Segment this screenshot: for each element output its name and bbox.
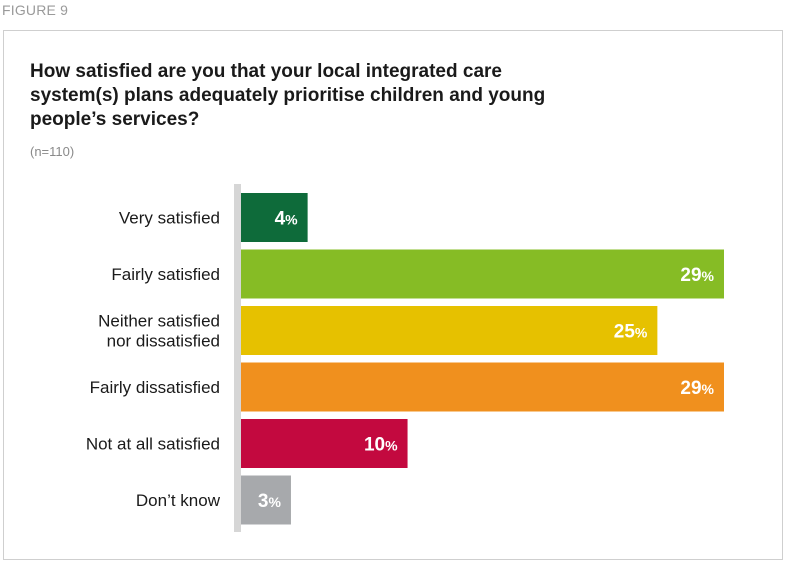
bar-0 (241, 193, 308, 242)
axis-baseline (234, 184, 241, 532)
value-label: 4% (275, 209, 299, 230)
bar-5 (241, 475, 291, 525)
value-label: 3% (258, 491, 282, 512)
category-label: Not at all satisfied (86, 435, 220, 454)
bar-3 (241, 362, 724, 412)
chart-subtitle: (n=110) (30, 144, 75, 159)
value-label: 29% (680, 378, 714, 399)
category-label: Don’t know (136, 491, 221, 510)
value-label: 29% (680, 265, 714, 286)
category-label: Fairly dissatisfied (90, 378, 220, 397)
category-label: Neither satisfied nor dissatisfied (98, 312, 220, 351)
bar-2 (241, 306, 658, 355)
value-label: 10% (364, 435, 398, 456)
category-label: Fairly satisfied (111, 265, 220, 284)
figure-label: FIGURE 9 (2, 2, 69, 18)
value-label: 25% (614, 322, 648, 343)
bar-1 (241, 249, 724, 299)
bar-4 (241, 419, 408, 468)
category-label: Very satisfied (119, 209, 220, 228)
chart-title: How satisfied are you that your local in… (30, 61, 546, 130)
